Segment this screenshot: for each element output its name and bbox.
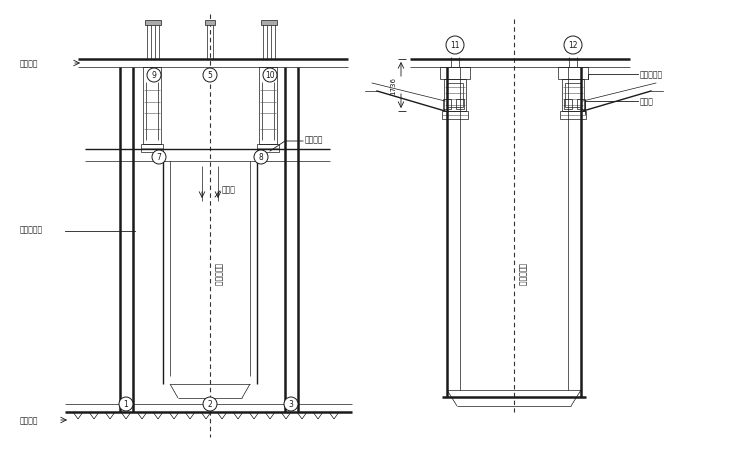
- Text: 后锚分配架: 后锚分配架: [640, 70, 663, 79]
- Bar: [440, 68, 470, 80]
- Circle shape: [152, 151, 166, 165]
- Circle shape: [254, 151, 268, 165]
- Bar: [261, 21, 277, 26]
- Text: 12: 12: [568, 41, 578, 50]
- Circle shape: [203, 397, 217, 411]
- Text: 2: 2: [208, 400, 212, 409]
- Bar: [257, 145, 279, 153]
- Circle shape: [284, 397, 298, 411]
- Text: 3: 3: [289, 400, 294, 409]
- Text: 菱形桁架: 菱形桁架: [305, 135, 324, 144]
- Text: 箱梁中心线: 箱梁中心线: [517, 263, 526, 286]
- Text: 9: 9: [152, 71, 157, 80]
- Text: 5: 5: [208, 71, 212, 80]
- Bar: [558, 68, 588, 80]
- Text: 1: 1: [124, 400, 128, 409]
- Bar: [443, 100, 451, 110]
- Bar: [562, 80, 584, 112]
- Bar: [565, 84, 581, 108]
- Circle shape: [564, 37, 582, 55]
- Bar: [442, 112, 468, 120]
- Bar: [456, 100, 464, 110]
- Bar: [560, 112, 586, 120]
- Text: 箱梁中心线: 箱梁中心线: [213, 263, 222, 286]
- Bar: [259, 68, 277, 145]
- Bar: [143, 68, 161, 145]
- Text: 10: 10: [265, 71, 275, 80]
- Circle shape: [263, 69, 277, 83]
- Bar: [205, 21, 215, 26]
- Circle shape: [147, 69, 161, 83]
- Bar: [141, 145, 163, 153]
- Text: 8: 8: [259, 153, 263, 162]
- Circle shape: [119, 397, 133, 411]
- Text: 7: 7: [157, 153, 161, 162]
- Bar: [145, 21, 161, 26]
- Text: 11: 11: [451, 41, 460, 50]
- Bar: [447, 84, 463, 108]
- Text: 前上横梁: 前上横梁: [20, 59, 39, 68]
- Text: 内滑架: 内滑架: [222, 185, 236, 194]
- Text: 前下横梁: 前下横梁: [20, 415, 39, 425]
- Bar: [444, 80, 466, 112]
- Text: 后锚筒: 后锚筒: [640, 97, 654, 106]
- Bar: [577, 100, 585, 110]
- Circle shape: [446, 37, 464, 55]
- Bar: [564, 100, 572, 110]
- Text: 滑梁前吊带: 滑梁前吊带: [20, 225, 43, 234]
- Circle shape: [203, 69, 217, 83]
- Text: 1736: 1736: [390, 77, 396, 95]
